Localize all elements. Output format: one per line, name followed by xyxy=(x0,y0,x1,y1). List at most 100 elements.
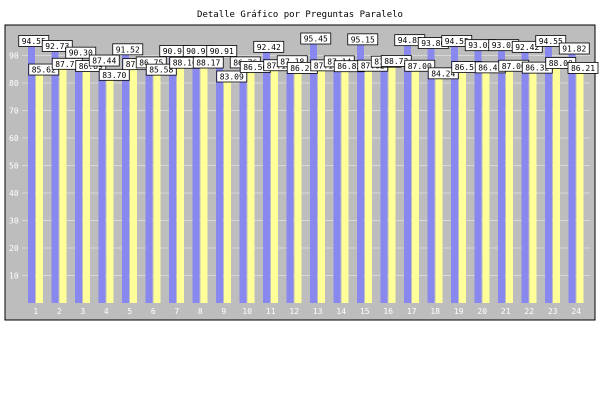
x-tick-label: 3 xyxy=(80,307,85,316)
data-label-box xyxy=(98,68,130,81)
data-label: 90.91 xyxy=(210,47,234,56)
data-label: 94.55 xyxy=(539,37,563,46)
bar-series-1-cat-15 xyxy=(357,41,364,304)
bar-series-2-cat-13 xyxy=(318,63,325,303)
bar-series-2-cat-17 xyxy=(412,63,419,303)
data-label-box xyxy=(112,43,144,56)
bar-series-2-cat-3 xyxy=(83,64,90,304)
bar-series-1-cat-19 xyxy=(451,42,458,304)
bar-series-2-cat-1 xyxy=(36,67,43,303)
bar-series-1-cat-14 xyxy=(333,63,341,303)
y-tick-label: 50 xyxy=(9,162,19,171)
data-label: 94.55 xyxy=(445,37,469,46)
data-label: 87.18 xyxy=(280,57,304,66)
data-label: 92.42 xyxy=(515,43,539,52)
data-label-box xyxy=(192,56,224,69)
data-label: 90.91 xyxy=(163,47,187,56)
bar-series-1-cat-2 xyxy=(51,47,59,304)
x-tick-label: 1 xyxy=(33,307,38,316)
data-label: 92.42 xyxy=(257,43,281,52)
bar-series-2-cat-7 xyxy=(177,60,184,303)
data-label: 86.21 xyxy=(571,64,595,73)
bar-series-2-cat-19 xyxy=(459,65,466,303)
bar-series-2-cat-15 xyxy=(365,63,372,303)
data-label: 83.70 xyxy=(102,71,126,80)
y-tick-label: 10 xyxy=(9,272,19,281)
data-label: 88.00 xyxy=(549,59,573,68)
data-label: 91.82 xyxy=(562,44,586,53)
y-tick-label: 30 xyxy=(9,217,19,226)
bar-series-1-cat-7 xyxy=(169,52,176,304)
x-tick-label: 19 xyxy=(454,307,464,316)
data-label: 88.10 xyxy=(173,59,197,68)
bar-series-1-cat-12 xyxy=(286,63,294,303)
data-label: 91.52 xyxy=(116,45,140,54)
data-label-box xyxy=(216,70,248,83)
bar-series-1-cat-10 xyxy=(239,64,247,303)
bar-series-1-cat-1 xyxy=(28,42,35,304)
bar-series-2-cat-24 xyxy=(576,65,584,303)
data-label: 86.32 xyxy=(525,64,549,73)
bars-layer xyxy=(28,40,584,304)
data-label-box xyxy=(404,59,436,72)
bar-series-1-cat-22 xyxy=(521,48,529,303)
x-tick-label: 21 xyxy=(501,307,511,316)
x-tick-label: 6 xyxy=(151,307,156,316)
bar-series-2-cat-12 xyxy=(294,65,302,303)
bar-series-2-cat-21 xyxy=(506,63,513,303)
bar-series-2-cat-2 xyxy=(59,61,67,303)
bar-series-1-cat-24 xyxy=(568,50,576,304)
x-tick-label: 13 xyxy=(313,307,323,316)
data-label-box xyxy=(253,40,285,53)
chart-title: Detalle Gráfico por Preguntas Paralelo xyxy=(197,10,403,20)
data-label-box xyxy=(347,33,379,46)
data-label: 92.73 xyxy=(45,42,69,51)
bar-series-2-cat-5 xyxy=(130,62,137,303)
data-label-box xyxy=(558,42,590,55)
bar-series-1-cat-8 xyxy=(192,52,200,304)
bar-series-2-cat-8 xyxy=(200,60,208,303)
bar-series-1-cat-5 xyxy=(122,51,129,303)
x-tick-label: 5 xyxy=(127,307,132,316)
bar-series-1-cat-21 xyxy=(498,47,505,304)
bar-series-2-cat-11 xyxy=(271,63,278,303)
data-label-box xyxy=(206,45,238,57)
bar-series-2-cat-10 xyxy=(247,64,255,304)
bar-series-2-cat-4 xyxy=(106,72,114,303)
bar-series-2-cat-20 xyxy=(482,65,490,303)
y-tick-label: 60 xyxy=(9,134,19,143)
bar-series-2-cat-9 xyxy=(224,74,231,303)
data-label: 90.91 xyxy=(186,47,210,56)
data-label-box xyxy=(427,67,459,80)
y-tick-label: 70 xyxy=(9,107,19,116)
data-label: 86.83 xyxy=(337,62,361,71)
data-label: 86.41 xyxy=(478,63,502,72)
bar-series-1-cat-3 xyxy=(75,54,82,303)
data-label-box xyxy=(300,32,332,45)
bar-series-1-cat-23 xyxy=(545,42,552,304)
x-tick-label: 15 xyxy=(360,307,370,316)
bar-series-2-cat-23 xyxy=(553,61,560,303)
data-label: 90.30 xyxy=(69,49,93,58)
x-tick-label: 11 xyxy=(266,307,276,316)
x-tick-label: 7 xyxy=(174,307,179,316)
x-tick-label: 9 xyxy=(221,307,226,316)
data-label: 83.09 xyxy=(220,73,244,82)
data-label: 86.75 xyxy=(139,58,163,67)
x-tick-label: 16 xyxy=(383,307,393,316)
bar-series-2-cat-16 xyxy=(388,58,396,304)
data-label-box xyxy=(567,62,599,74)
bar-series-1-cat-18 xyxy=(427,45,435,304)
x-tick-label: 10 xyxy=(242,307,252,316)
data-label: 87.71 xyxy=(55,60,79,69)
y-tick-label: 40 xyxy=(9,189,19,198)
data-label: 94.85 xyxy=(398,36,422,45)
bar-series-1-cat-13 xyxy=(310,40,317,303)
data-label: 87.00 xyxy=(408,62,432,71)
bar-series-1-cat-4 xyxy=(98,62,106,303)
data-label: 95.45 xyxy=(304,35,328,44)
x-tick-label: 14 xyxy=(336,307,346,316)
data-label: 86.51 xyxy=(455,63,479,72)
x-tick-label: 2 xyxy=(57,307,62,316)
